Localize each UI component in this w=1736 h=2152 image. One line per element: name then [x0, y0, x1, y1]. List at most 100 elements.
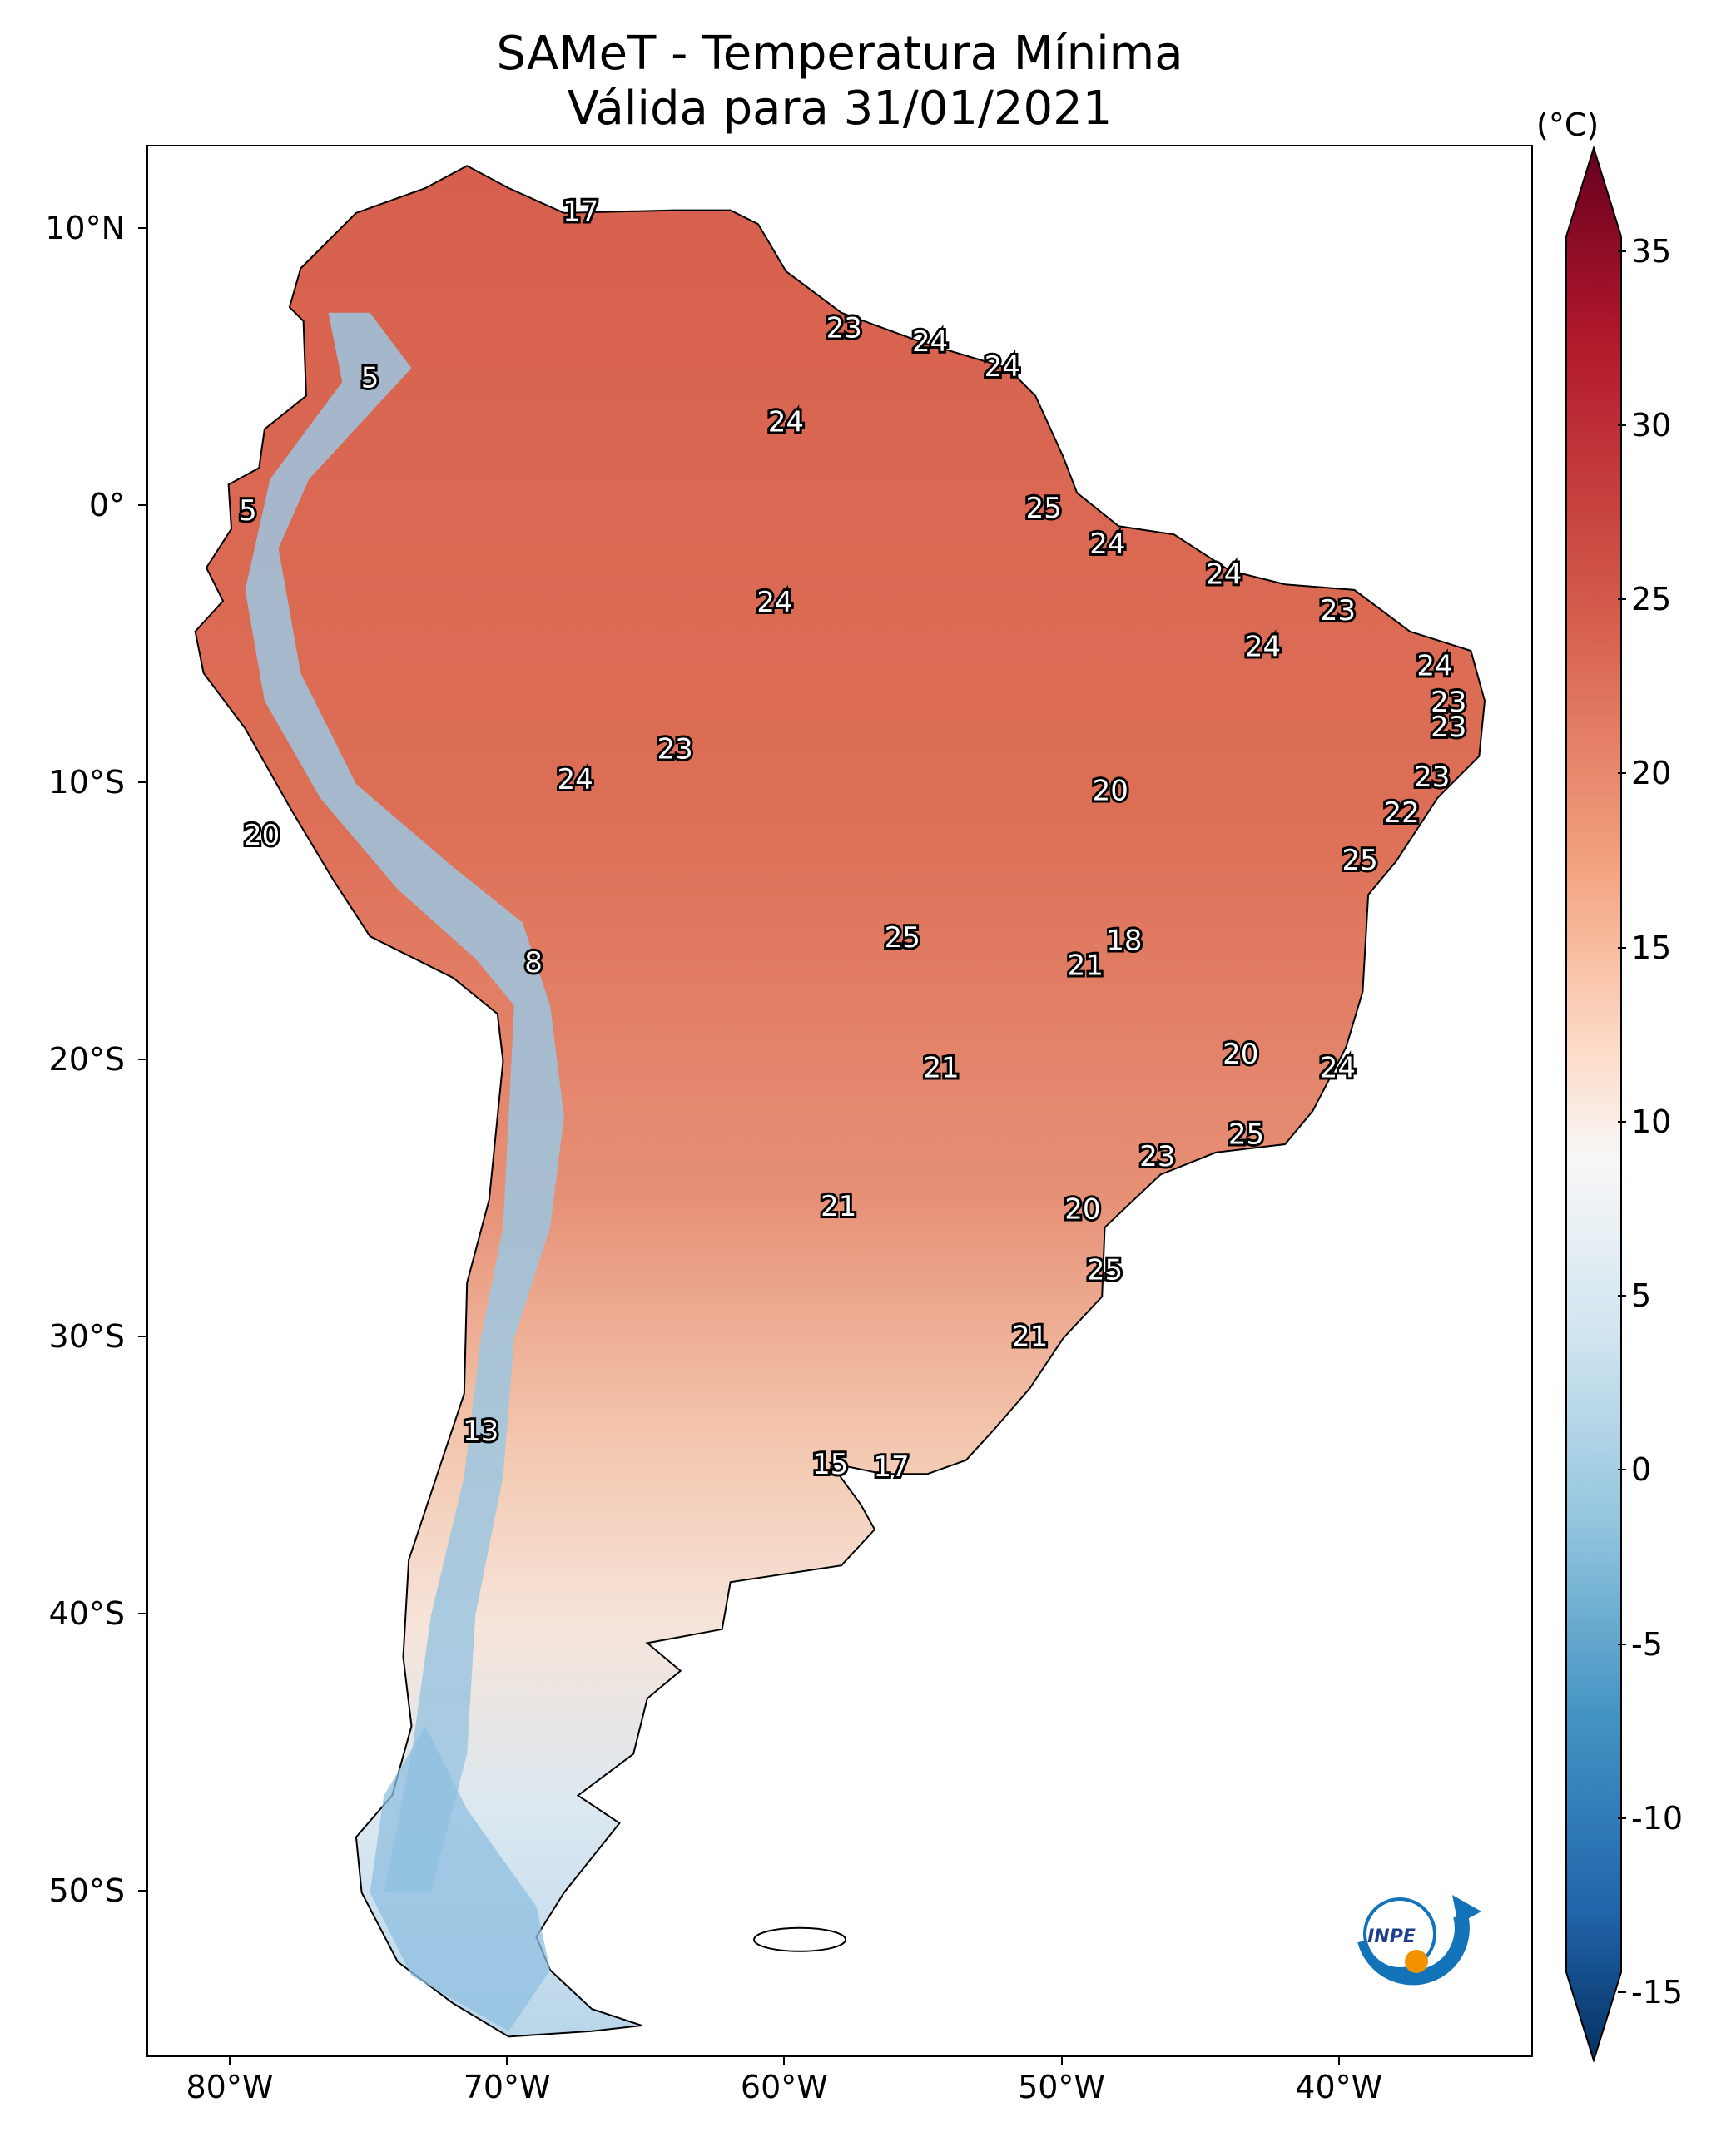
station-value-label: 20: [1064, 1193, 1100, 1226]
station-value-label: 17: [873, 1450, 909, 1484]
colorbar-tick-label: 30: [1631, 406, 1672, 444]
lat-tick-label: 50°S: [48, 1872, 125, 1910]
station-value-label: 5: [361, 361, 379, 394]
lat-tick-label: 0°: [88, 486, 125, 523]
lon-tick-label: 70°W: [463, 2069, 551, 2105]
lon-tick-mark: [228, 2057, 231, 2065]
station-value-label: 23: [1414, 761, 1450, 794]
station-value-label: 20: [244, 819, 280, 852]
station-value-label: 23: [1139, 1140, 1175, 1173]
station-value-label: 21: [821, 1190, 856, 1223]
andes-cold-region: [245, 312, 564, 1893]
colorbar-tick-label: 35: [1631, 232, 1672, 270]
map-panel: 17 23 24 24 5 24 5 25 24 24 24 23 24 24 23 23 23 23 24 20 22…: [146, 145, 1533, 2057]
lon-tick-mark: [1337, 2057, 1340, 2065]
station-value-label: 24: [557, 763, 593, 796]
station-value-label: 23: [1431, 686, 1466, 719]
lon-tick-mark: [506, 2057, 508, 2065]
colorbar-tick-mark: [1618, 1120, 1626, 1123]
lat-tick-mark: [138, 226, 146, 229]
patagonia-cold-region: [370, 1726, 551, 2031]
colorbar-tick-label: 10: [1631, 1103, 1672, 1140]
lon-tick-label: 80°W: [186, 2069, 274, 2105]
lat-tick-label: 30°S: [48, 1318, 125, 1356]
colorbar-tick-mark: [1618, 1295, 1626, 1297]
colorbar-tick-label: 20: [1631, 755, 1672, 792]
lat-tick-label: 10°N: [45, 209, 125, 246]
colorbar-graphic: [1565, 145, 1622, 2064]
lon-tick-label: 50°W: [1018, 2069, 1106, 2105]
lat-tick-label: 40°S: [48, 1595, 125, 1633]
station-value-label: 25: [1228, 1118, 1264, 1152]
colorbar-tick-label: -15: [1631, 1974, 1684, 2011]
station-value-label: 25: [1087, 1254, 1123, 1287]
colorbar-tick-label: 25: [1631, 581, 1672, 618]
lon-tick-label: 60°W: [740, 2069, 828, 2105]
station-value-label: 22: [1383, 796, 1419, 830]
station-value-label: 24: [1320, 1052, 1356, 1085]
colorbar-tick-mark: [1618, 1643, 1626, 1645]
station-value-label: 8: [524, 946, 543, 979]
station-value-label: 13: [463, 1415, 498, 1448]
station-value-label: 15: [812, 1448, 848, 1481]
station-value-label: 24: [1089, 528, 1125, 561]
chart-title: SAMeT - Temperatura Mínima: [496, 27, 1183, 81]
station-value-label: 24: [985, 350, 1020, 384]
station-value-label: 24: [756, 586, 792, 619]
station-value-label: 23: [657, 733, 692, 766]
station-value-label: 18: [1106, 924, 1142, 957]
station-value-label: 25: [885, 921, 920, 955]
colorbar-tick-mark: [1618, 1991, 1626, 1994]
station-value-label: 5: [239, 494, 257, 528]
colorbar-tick-mark: [1618, 772, 1626, 775]
station-value-label: 24: [768, 406, 804, 439]
lon-tick-mark: [1060, 2057, 1063, 2065]
chart-subtitle: Válida para 31/01/2021: [567, 82, 1113, 136]
station-value-label: 23: [1320, 594, 1356, 627]
station-value-label: 21: [1068, 949, 1104, 982]
lat-tick-mark: [138, 1890, 146, 1892]
station-value-label: 23: [826, 311, 862, 345]
colorbar-tick-mark: [1618, 424, 1626, 426]
south-america-outline: [194, 165, 1486, 2038]
station-value-label: 24: [1245, 630, 1281, 663]
colorbar-tick-mark: [1618, 1817, 1626, 1820]
colorbar-tick-mark: [1618, 250, 1626, 252]
colorbar-tick-label: 0: [1631, 1451, 1652, 1489]
lat-tick-mark: [138, 503, 146, 506]
station-value-label: 25: [1342, 844, 1377, 877]
colorbar-unit: (°C): [1536, 107, 1600, 143]
colorbar: [1565, 145, 1623, 2064]
falkland-islands: [753, 1926, 847, 1952]
lat-tick-mark: [138, 1336, 146, 1338]
colorbar-tick-label: -10: [1631, 1800, 1684, 1837]
colorbar-tick-label: 5: [1631, 1277, 1652, 1315]
station-value-label: 24: [1206, 558, 1242, 592]
lat-tick-label: 20°S: [48, 1041, 125, 1078]
station-value-label: 20: [1223, 1038, 1258, 1071]
station-value-label: 17: [563, 195, 598, 228]
colorbar-tick-label: -5: [1631, 1625, 1663, 1663]
station-value-label: 20: [1093, 775, 1128, 808]
lat-tick-mark: [138, 1613, 146, 1615]
lon-tick-label: 40°W: [1295, 2069, 1383, 2105]
inpe-logo: INPE: [1357, 1895, 1481, 1986]
station-value-label: 21: [1012, 1321, 1048, 1354]
station-value-label: 24: [912, 325, 948, 359]
lat-tick-label: 10°S: [48, 764, 125, 801]
colorbar-tick-mark: [1618, 598, 1626, 601]
continent-land: [194, 165, 1486, 2038]
colorbar-tick-mark: [1618, 946, 1626, 949]
lat-tick-mark: [138, 781, 146, 783]
colorbar-tick-label: 15: [1631, 929, 1672, 966]
station-value-label: 23: [1431, 711, 1466, 744]
lon-tick-mark: [783, 2057, 786, 2065]
station-value-label: 25: [1026, 492, 1062, 525]
colorbar-tick-mark: [1618, 1469, 1626, 1471]
lat-tick-mark: [138, 1059, 146, 1061]
svg-text:INPE: INPE: [1367, 1926, 1416, 1947]
station-value-label: 24: [1416, 650, 1452, 683]
station-value-label: 21: [923, 1052, 959, 1085]
